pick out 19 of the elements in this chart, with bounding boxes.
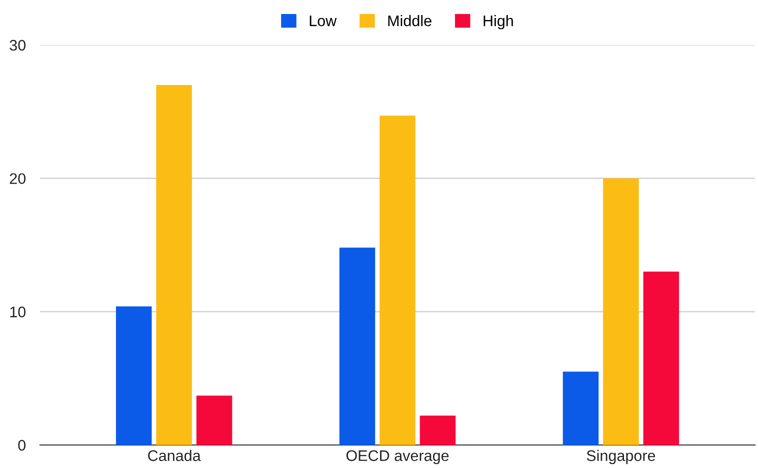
bar: [643, 272, 680, 445]
y-tick-label: 10: [10, 306, 26, 318]
y-tick-label: 0: [18, 440, 26, 451]
y-tick-label: 30: [10, 40, 26, 51]
legend-label: Middle: [388, 15, 432, 26]
bar: [562, 372, 599, 445]
x-tick-label: OECD average: [346, 450, 449, 464]
bar: [380, 116, 416, 445]
bar: [420, 416, 456, 445]
legend-label: Low: [310, 16, 337, 26]
legend-label: High: [484, 15, 513, 30]
bar: [156, 85, 192, 445]
x-tick-label: Singapore: [586, 450, 656, 464]
bar: [196, 396, 232, 445]
x-tick-label: Canada: [148, 450, 201, 462]
bar: [603, 178, 639, 445]
bar: [116, 306, 152, 445]
bar: [339, 248, 376, 445]
y-tick-label: 20: [10, 173, 26, 184]
